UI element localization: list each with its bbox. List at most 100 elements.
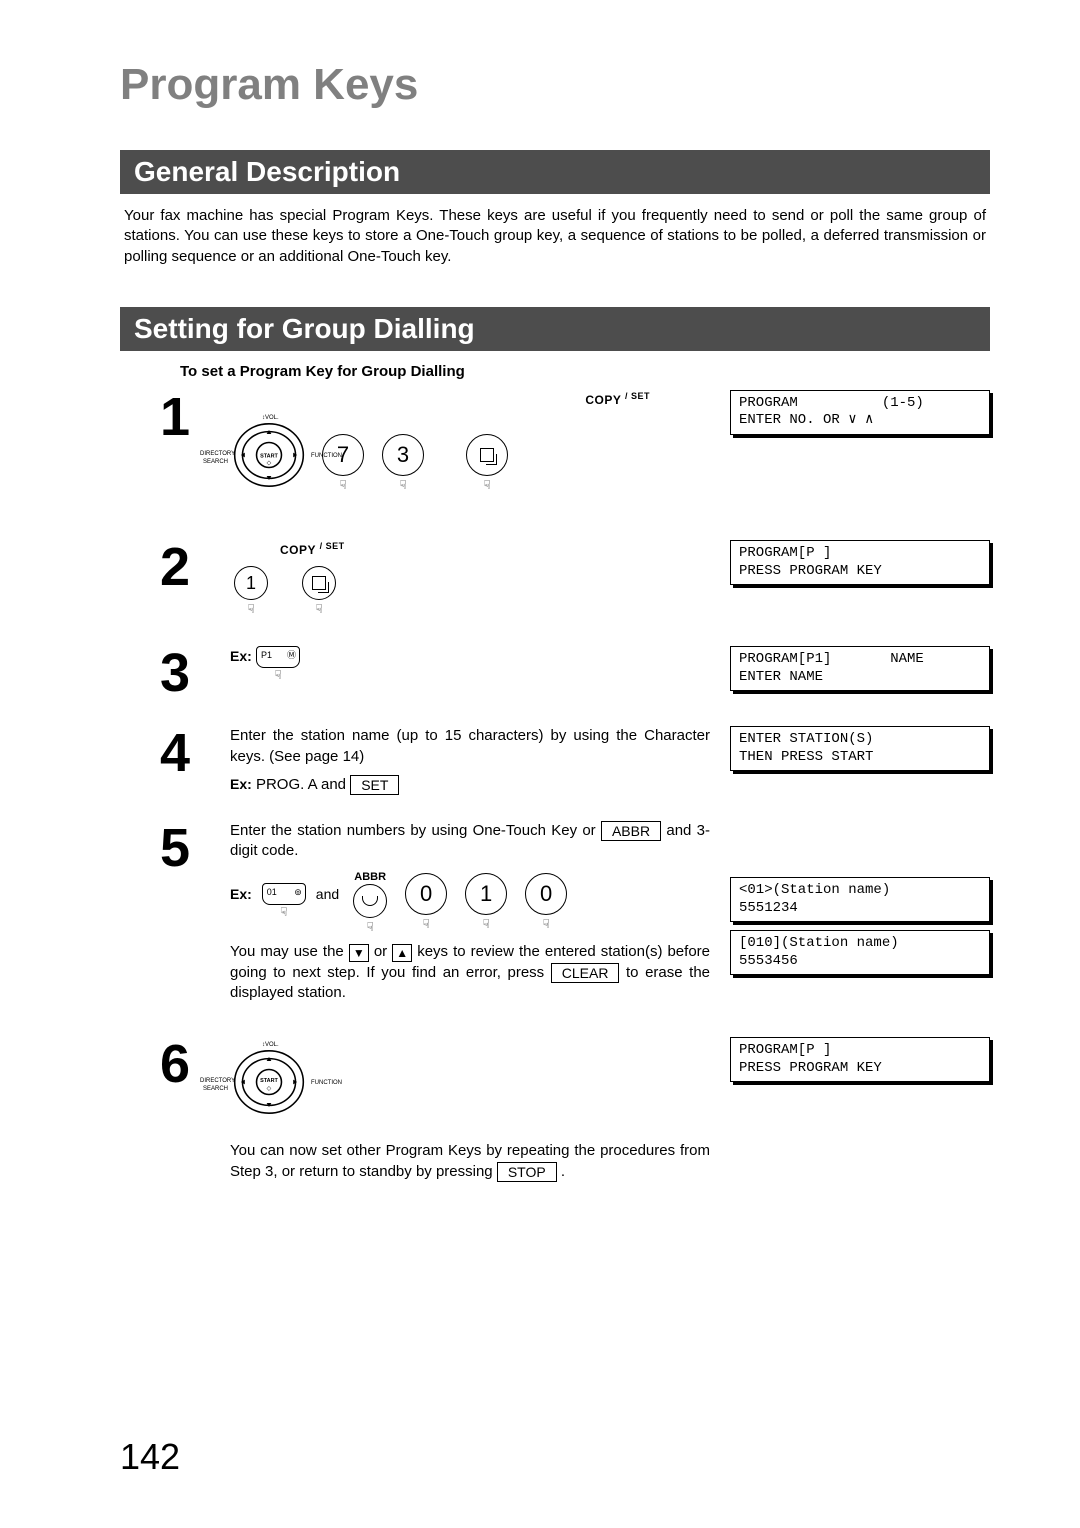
document-page: Program Keys General Description Your fa… bbox=[0, 0, 1080, 1528]
key-0c: 0 ☟ bbox=[525, 873, 567, 915]
step5-text2b: or bbox=[374, 943, 392, 960]
step-6: 6 START ◇ bbox=[160, 1037, 990, 1190]
key-0a: 0 ☟ bbox=[405, 873, 447, 915]
key-7-label: 7 bbox=[337, 440, 349, 470]
step-3: 3 Ex: P1 Ⓜ ☟ PROGRAM[P1] NAME ENTER NAME bbox=[160, 646, 990, 700]
press-hand-icon: ☟ bbox=[247, 601, 254, 617]
copy-set-label: COPY / SET bbox=[585, 393, 650, 407]
page-title: Program Keys bbox=[120, 60, 990, 110]
step-body: Ex: P1 Ⓜ ☟ bbox=[230, 646, 730, 668]
display-col: PROGRAM[P ] PRESS PROGRAM KEY bbox=[730, 540, 990, 593]
one-touch-corner-icon: ⊚ bbox=[294, 886, 302, 898]
press-hand-icon: ☟ bbox=[315, 601, 322, 617]
step4-example: Ex: PROG. A and SET bbox=[230, 775, 710, 795]
display-col: PROGRAM[P ] PRESS PROGRAM KEY bbox=[730, 1037, 990, 1090]
press-hand-icon: ☟ bbox=[483, 477, 490, 493]
and-label: and bbox=[316, 885, 339, 904]
stop-key-box: STOP bbox=[497, 1162, 557, 1182]
step5-text1: Enter the station numbers by using One-T… bbox=[230, 821, 710, 862]
step-2: 2 COPY / SET 1 ☟ ☟ bbox=[160, 540, 990, 620]
page-number: 142 bbox=[120, 1436, 180, 1478]
key-1-label: 1 bbox=[246, 571, 256, 595]
up-arrow-key: ▲ bbox=[392, 944, 412, 962]
step5-text1a: Enter the station numbers by using One-T… bbox=[230, 822, 601, 839]
copy-icon bbox=[480, 448, 494, 462]
step-body: START ◇ ↕VOL. DIRECTORY SEARCH FUNCTION bbox=[230, 1037, 730, 1190]
one-touch-p1-key: P1 Ⓜ ☟ bbox=[256, 646, 300, 668]
step6-icons: START ◇ ↕VOL. DIRECTORY SEARCH FUNCTION bbox=[230, 1043, 710, 1121]
step5-text2: You may use the ▼ or ▲ keys to review th… bbox=[230, 942, 710, 1003]
copy-set-key: ☟ bbox=[302, 566, 336, 600]
nav-vol-label: ↕VOL. bbox=[262, 1041, 279, 1049]
press-hand-icon: ☟ bbox=[280, 904, 287, 920]
press-hand-icon: ☟ bbox=[339, 477, 346, 493]
key-7: 7 ☟ bbox=[322, 434, 364, 476]
display-col: <01>(Station name) 5551234 [010](Station… bbox=[730, 821, 990, 983]
key-0-label: 0 bbox=[540, 879, 552, 909]
key-1b: 1 ☟ bbox=[465, 873, 507, 915]
key-3: 3 ☟ bbox=[382, 434, 424, 476]
step-1: 1 COPY / SET START ◇ bbox=[160, 390, 990, 514]
display-col: PROGRAM[P1] NAME ENTER NAME bbox=[730, 646, 990, 699]
step5-text2a: You may use the bbox=[230, 943, 349, 960]
ex-label: Ex: bbox=[230, 776, 252, 792]
step4-text: Enter the station name (up to 15 charact… bbox=[230, 726, 710, 767]
press-hand-icon: ☟ bbox=[483, 916, 490, 932]
nav-func-label: FUNCTION bbox=[311, 1079, 342, 1087]
one-touch-left-label: P1 bbox=[261, 650, 272, 660]
step-body: COPY / SET START ◇ bbox=[230, 390, 730, 514]
ex-label: Ex: bbox=[230, 885, 252, 904]
step-body: Enter the station numbers by using One-T… bbox=[230, 821, 730, 1011]
step6-text: You can now set other Program Keys by re… bbox=[230, 1141, 710, 1182]
group-subheading: To set a Program Key for Group Dialling bbox=[180, 363, 990, 380]
display-col: PROGRAM (1-5) ENTER NO. OR ∨ ∧ bbox=[730, 390, 990, 443]
lcd-display: PROGRAM[P1] NAME ENTER NAME bbox=[730, 646, 990, 691]
step5-icons: Ex: 01 ⊚ ☟ and ABBR ☟ bbox=[230, 870, 710, 919]
key-1: 1 ☟ bbox=[234, 566, 268, 600]
press-hand-icon: ☟ bbox=[423, 916, 430, 932]
copy-icon bbox=[312, 576, 326, 590]
svg-text:◇: ◇ bbox=[267, 459, 272, 466]
set-sublabel: / SET bbox=[320, 541, 345, 551]
copy-set-key: ☟ bbox=[466, 434, 508, 476]
key-3-label: 3 bbox=[397, 440, 409, 470]
nav-dir-label: DIRECTORY SEARCH bbox=[200, 450, 228, 466]
step-number: 3 bbox=[160, 646, 230, 700]
set-key-box: SET bbox=[350, 775, 399, 795]
nav-wheel-icon: START ◇ ↕VOL. DIRECTORY SEARCH FUNCTION bbox=[230, 1043, 308, 1121]
step-body: COPY / SET 1 ☟ ☟ bbox=[230, 540, 730, 620]
nav-dir-label: DIRECTORY SEARCH bbox=[200, 1077, 228, 1093]
one-touch-corner-icon: Ⓜ bbox=[287, 649, 296, 661]
lcd-display: PROGRAM[P ] PRESS PROGRAM KEY bbox=[730, 1037, 990, 1082]
down-arrow-key: ▼ bbox=[349, 944, 369, 962]
lcd-display: PROGRAM (1-5) ENTER NO. OR ∨ ∧ bbox=[730, 390, 990, 435]
step-body: Enter the station name (up to 15 charact… bbox=[230, 726, 730, 795]
step-5: 5 Enter the station numbers by using One… bbox=[160, 821, 990, 1011]
copy-label: COPY bbox=[280, 543, 316, 557]
lcd-display: PROGRAM[P ] PRESS PROGRAM KEY bbox=[730, 540, 990, 585]
step-4: 4 Enter the station name (up to 15 chara… bbox=[160, 726, 990, 795]
svg-text:◇: ◇ bbox=[267, 1085, 272, 1092]
nav-wheel-icon: START ◇ ↕VOL. DIRECTORY SEARCH FUNCTION bbox=[230, 416, 308, 494]
one-touch-01-key: 01 ⊚ ☟ bbox=[262, 883, 306, 905]
svg-text:START: START bbox=[260, 1078, 278, 1084]
step-number: 2 bbox=[160, 540, 230, 594]
svg-text:START: START bbox=[260, 453, 278, 459]
press-hand-icon: ☟ bbox=[543, 916, 550, 932]
step-number: 4 bbox=[160, 726, 230, 780]
set-sublabel: / SET bbox=[625, 391, 650, 401]
abbr-key-box: ABBR bbox=[601, 821, 661, 841]
step-number: 5 bbox=[160, 821, 230, 875]
key-0-label: 0 bbox=[420, 879, 432, 909]
copy-label: COPY bbox=[585, 393, 621, 407]
step2-icons: 1 ☟ ☟ bbox=[230, 566, 710, 600]
display-col: ENTER STATION(S) THEN PRESS START bbox=[730, 726, 990, 779]
one-touch-left-label: 01 bbox=[267, 887, 277, 897]
ex-prog-text: PROG. A and bbox=[256, 776, 350, 793]
steps-list: 1 COPY / SET START ◇ bbox=[160, 390, 990, 1190]
section-heading-general: General Description bbox=[120, 150, 990, 194]
press-hand-icon: ☟ bbox=[274, 667, 281, 683]
press-hand-icon: ☟ bbox=[399, 477, 406, 493]
abbr-circle-key: ☟ bbox=[353, 884, 387, 918]
lcd-display: ENTER STATION(S) THEN PRESS START bbox=[730, 726, 990, 771]
